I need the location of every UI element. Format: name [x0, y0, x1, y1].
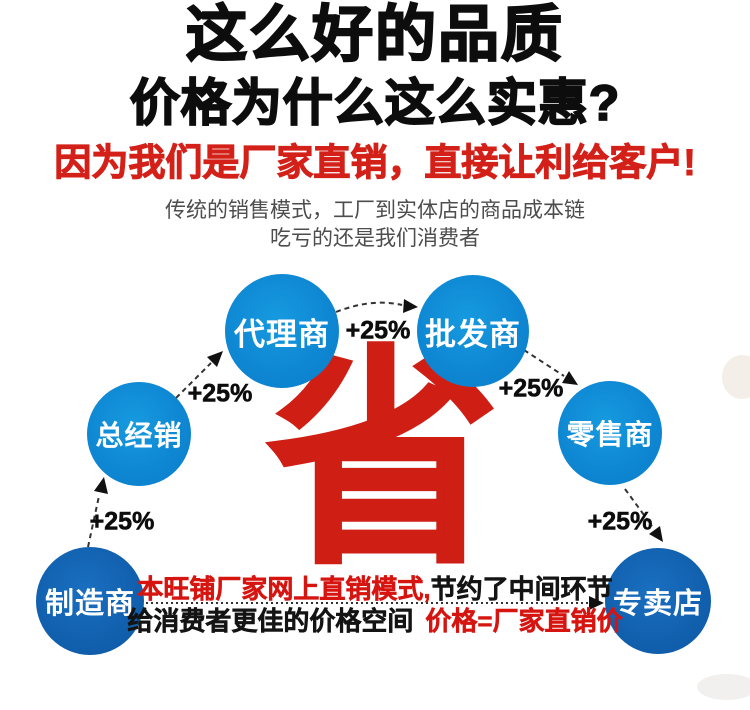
page-subtitle: 价格为什么这么实惠?: [129, 75, 621, 132]
arrowhead-icon: [649, 526, 663, 542]
node-label: 专卖店: [612, 588, 703, 620]
arrowhead-icon: [94, 477, 108, 494]
markup-label: +25%: [187, 379, 253, 408]
node-label: 代理商: [234, 316, 330, 352]
markup-label: +25%: [345, 316, 411, 345]
dashed-arrow-line: [624, 488, 653, 527]
red-banner-text: 因为我们是厂家直销，直接让利给客户!: [54, 141, 696, 183]
footer-line-2: 给消费者更佳的价格空间 价格=厂家直销价: [0, 606, 750, 636]
arrowhead-icon: [562, 371, 578, 385]
markup-label: +25%: [89, 507, 155, 536]
description-line-1: 传统的销售模式，工厂到实体店的商品成本链: [165, 199, 585, 222]
node-wholesaler: 批发商: [417, 275, 529, 387]
node-label: 总经销: [95, 420, 183, 451]
node-label: 制造商: [44, 588, 135, 620]
markup-label: +25%: [498, 374, 564, 403]
node-label: 批发商: [425, 316, 521, 352]
node-retailer: 零售商: [558, 381, 662, 485]
arrowhead-icon: [207, 351, 223, 367]
footer-line-2-red: 价格=厂家直销价: [425, 606, 623, 636]
footer-line-2-black: 给消费者更佳的价格空间: [127, 606, 414, 636]
edge-smudge: [722, 355, 750, 399]
footer-line-1: 本旺铺厂家网上直销模式,节约了中间环节: [0, 574, 750, 604]
footer-line-1-black: 节约了中间环节: [430, 574, 613, 604]
node-specialty-store: 专卖店: [605, 548, 711, 654]
node-agent: 代理商: [225, 274, 339, 388]
node-general-distributor: 总经销: [87, 382, 191, 486]
dashed-arrow-line: [523, 349, 565, 377]
node-manufacturer: 制造商: [36, 547, 144, 655]
dashed-arrow-line: [335, 301, 403, 313]
markup-label: +25%: [587, 507, 653, 536]
footer-line-1-red: 本旺铺厂家网上直销模式,: [137, 574, 431, 604]
arrowhead-icon: [589, 596, 604, 610]
node-label: 零售商: [566, 419, 654, 450]
edge-smudge: [697, 674, 750, 700]
page-title: 这么好的品质: [185, 0, 564, 68]
description-line-2: 吃亏的还是我们消费者: [270, 227, 480, 250]
arrowhead-icon: [403, 299, 418, 313]
